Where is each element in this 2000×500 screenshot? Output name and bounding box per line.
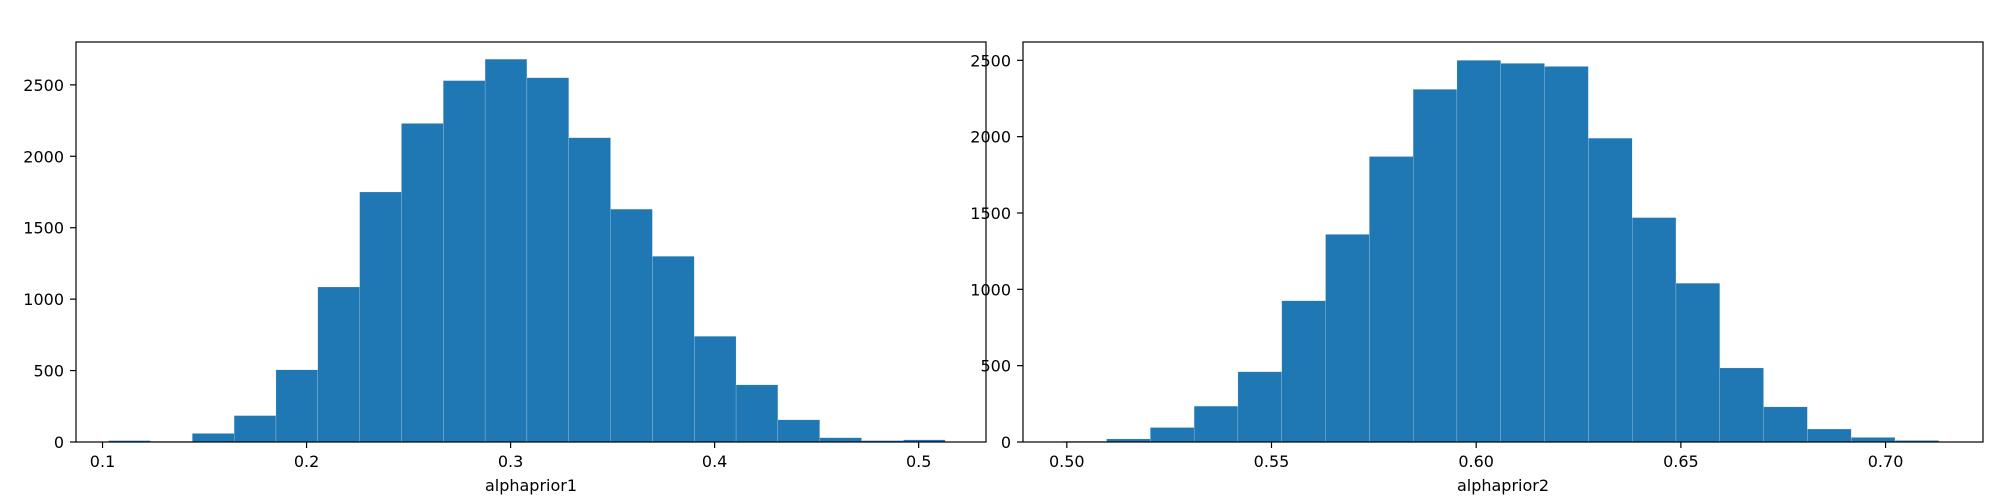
- plot-frame: [75, 41, 987, 443]
- histogram-bar: [1851, 437, 1896, 443]
- histogram-bar: [401, 123, 444, 443]
- y-tick-label: 0: [54, 433, 64, 452]
- histogram-bar: [359, 191, 402, 443]
- y-tick-label: 1000: [23, 290, 64, 309]
- histogram-bar: [568, 137, 611, 443]
- x-tick-label: 0.60: [1458, 452, 1494, 471]
- histogram-bar: [1500, 63, 1545, 443]
- histogram-bar: [484, 58, 528, 443]
- x-tick-label: 0.1: [90, 452, 115, 471]
- x-tick-label: 0.4: [702, 452, 727, 471]
- histogram-bar: [1763, 406, 1808, 443]
- y-tick-label: 500: [980, 357, 1011, 376]
- y-tick-label: 0: [1001, 433, 1011, 452]
- histogram-bar: [610, 208, 653, 443]
- histogram-bar: [1237, 371, 1282, 443]
- histogram-panel-alphaprior2: 0.50 0.55 0.60 0.65 0.70 0 500 1000 1500 2000 2500…: [970, 41, 1984, 495]
- histogram-bar: [1632, 217, 1677, 443]
- histogram-bar: [1150, 427, 1195, 443]
- x-tick-label: 0.5: [906, 452, 931, 471]
- histogram-bar: [1281, 300, 1326, 443]
- histogram-bar: [1588, 138, 1633, 443]
- x-tick-label: 0.50: [1049, 452, 1085, 471]
- histogram-bar: [192, 433, 235, 443]
- y-tick-label: 2000: [23, 147, 64, 166]
- histogram-bar: [819, 437, 862, 443]
- histogram-bar: [1456, 60, 1501, 443]
- y-tick-label: 2500: [970, 51, 1011, 70]
- histogram-bar: [443, 80, 486, 443]
- histogram-bar: [1675, 283, 1720, 443]
- x-tick-label: 0.70: [1868, 452, 1904, 471]
- histogram-bar: [1325, 234, 1370, 443]
- y-tick-label: 1000: [970, 280, 1011, 299]
- x-tick-label: 0.2: [294, 452, 319, 471]
- x-tick-label: 0.3: [498, 452, 523, 471]
- y-tick-label: 1500: [970, 204, 1011, 223]
- x-axis-label: alphaprior2: [1457, 476, 1549, 495]
- y-tick-label: 2000: [970, 128, 1011, 147]
- histogram-bar: [1412, 89, 1458, 443]
- x-axis-label: alphaprior1: [485, 476, 577, 495]
- y-tick-label: 2500: [23, 76, 64, 95]
- histogram-bar: [1369, 156, 1414, 443]
- histogram-bar: [777, 419, 820, 443]
- histogram-bar: [694, 336, 737, 443]
- histogram-bar: [233, 415, 277, 443]
- histogram-bar: [317, 286, 360, 443]
- histogram-bar: [652, 256, 695, 443]
- histogram-bar: [1193, 405, 1239, 443]
- histogram-bar: [526, 77, 569, 443]
- y-tick-label: 1500: [23, 219, 64, 238]
- histogram-bar: [1544, 66, 1589, 443]
- y-tick-label: 500: [33, 362, 64, 381]
- histogram-panel-alphaprior1: 0.1 0.2 0.3 0.4 0.5 0 500 1000 1500 2000 2500 alpha…: [23, 41, 987, 495]
- histogram-bar: [735, 384, 779, 443]
- plot-frame: [1022, 41, 1984, 443]
- x-tick-label: 0.65: [1663, 452, 1699, 471]
- histogram-bar: [1807, 428, 1852, 443]
- histogram-bar: [1719, 367, 1764, 443]
- x-tick-label: 0.55: [1254, 452, 1290, 471]
- histogram-bar: [275, 369, 318, 443]
